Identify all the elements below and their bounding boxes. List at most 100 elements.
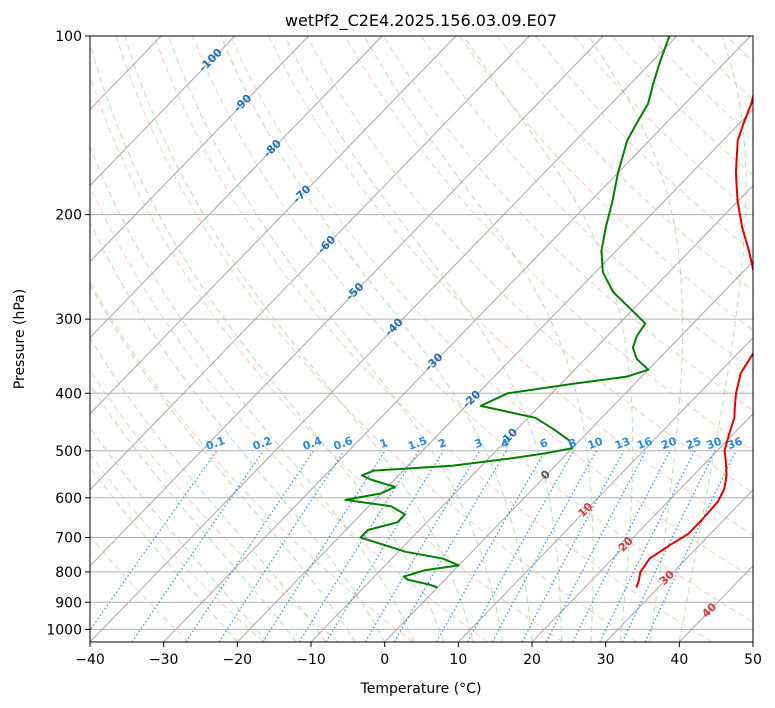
x-tick-label: 30 xyxy=(597,652,615,668)
mixing-ratio-labels: 0.1 0.2 0.4 0.6 1 1.5 2 3 4 6 8 10 13 16 20 25 30 36 xyxy=(204,434,744,453)
mixing-ratio-label: 10 xyxy=(586,435,605,453)
y-axis: 100 200 300 400 500 600 700 800 900 1000 xyxy=(46,29,90,638)
mixing-ratio-line xyxy=(491,450,597,642)
mixing-ratio-line xyxy=(131,450,264,642)
x-tick-label: −20 xyxy=(223,652,253,668)
mixing-ratio-label: 4 xyxy=(499,436,511,451)
mixing-ratio-label: 13 xyxy=(613,435,632,452)
y-axis-title: Pressure (hPa) xyxy=(12,289,28,389)
mixing-ratio-label: 25 xyxy=(684,435,703,452)
dry-adiabat xyxy=(191,36,753,623)
moist-adiabat xyxy=(463,36,634,642)
x-axis-title: Temperature (°C) xyxy=(360,681,482,697)
x-tick-label: 40 xyxy=(670,652,688,668)
x-tick-label: −40 xyxy=(75,652,105,668)
y-tick-label: 900 xyxy=(55,595,82,611)
mixing-ratio-label: 0.1 xyxy=(204,434,227,453)
y-tick-label: 500 xyxy=(55,444,82,460)
y-tick-label: 1000 xyxy=(46,622,82,638)
mixing-ratio-label: 30 xyxy=(705,435,724,453)
x-tick-label: 50 xyxy=(744,652,762,668)
mixing-ratio-line xyxy=(325,450,445,642)
plot-frame xyxy=(89,35,754,643)
mixing-ratio-line xyxy=(90,450,218,632)
isotherm-gridlines xyxy=(90,36,753,642)
isotherm-line xyxy=(90,36,604,567)
chart-title: wetPf2_C2E4.2025.156.03.09.E07 xyxy=(285,11,557,31)
isotherm-line xyxy=(384,260,753,642)
mixing-ratio-label: 3 xyxy=(473,436,485,451)
moist-adiabat xyxy=(90,466,238,642)
mixing-ratio-label: 0.6 xyxy=(332,434,355,453)
temperature-profile-line xyxy=(635,92,753,588)
mixing-ratio-line xyxy=(262,450,386,642)
mixing-ratio-label: 20 xyxy=(659,435,678,453)
moist-adiabat xyxy=(90,145,415,642)
mixing-ratio-line xyxy=(621,450,716,642)
mixing-ratio-label: 2 xyxy=(436,436,448,451)
moist-adiabat xyxy=(587,36,684,642)
isotherm-line xyxy=(605,489,753,642)
x-tick-label: 10 xyxy=(449,652,467,668)
dry-adiabat xyxy=(115,36,638,642)
dry-adiabat xyxy=(90,453,264,642)
mixing-ratio-label: 8 xyxy=(567,436,579,451)
y-tick-label: 300 xyxy=(55,312,82,328)
moist-adiabat xyxy=(90,41,445,642)
mixing-ratio-label: 16 xyxy=(635,435,654,453)
dewpoint-profile-line xyxy=(344,36,671,589)
dry-adiabat xyxy=(497,36,753,292)
mixing-ratio-label: 1 xyxy=(378,436,390,451)
isotherm-line xyxy=(90,36,309,263)
x-tick-label: −30 xyxy=(149,652,179,668)
dry-adiabat xyxy=(90,369,339,642)
mixing-ratio-lines xyxy=(90,450,737,642)
moist-adiabat xyxy=(168,36,503,642)
moist-adiabat xyxy=(90,221,386,642)
x-tick-label: 0 xyxy=(380,652,389,668)
mixing-ratio-line xyxy=(218,450,345,642)
dry-adiabat xyxy=(90,74,563,642)
moist-adiabat xyxy=(363,36,594,642)
isotherm-line xyxy=(90,36,530,491)
y-tick-label: 800 xyxy=(55,565,82,581)
isotherm-line xyxy=(90,36,457,415)
mixing-ratio-label: 0.2 xyxy=(251,434,274,453)
isotherm-line xyxy=(310,184,753,642)
moist-adiabat xyxy=(678,36,747,642)
moist-adiabats xyxy=(90,36,747,642)
mixing-ratio-line xyxy=(599,450,696,642)
y-tick-label: 100 xyxy=(55,29,82,45)
mixing-ratio-line xyxy=(521,450,625,642)
y-tick-label: 400 xyxy=(55,386,82,402)
moist-adiabat xyxy=(124,36,474,642)
isotherm-line xyxy=(236,108,753,642)
x-axis: −40 −30 −20 −10 0 10 20 30 40 50 xyxy=(75,642,762,668)
mixing-ratio-line xyxy=(185,450,314,642)
isotherm-line xyxy=(90,36,383,339)
isotherm-line xyxy=(90,36,678,642)
dry-adiabat xyxy=(90,185,488,642)
series-layer xyxy=(344,36,753,589)
plot-area: -100-90-80-70-60-50-40-30-20-10010203040… xyxy=(90,36,753,642)
mixing-ratio-line xyxy=(466,450,575,642)
moist-adiabat xyxy=(284,36,562,642)
x-tick-label: 20 xyxy=(523,652,541,668)
mixing-ratio-label: 1.5 xyxy=(406,434,429,453)
mixing-ratio-label: 0.4 xyxy=(301,434,324,453)
moist-adiabat xyxy=(220,36,533,642)
x-tick-label: −10 xyxy=(296,652,326,668)
mixing-ratio-label: 36 xyxy=(725,435,744,453)
isotherm-line xyxy=(163,36,751,642)
isotherm-line xyxy=(90,36,236,187)
isotherm-line xyxy=(457,336,753,642)
mixing-ratio-label: 6 xyxy=(538,436,550,451)
moist-adiabat xyxy=(90,426,268,642)
mixing-ratio-line xyxy=(364,450,481,642)
y-tick-label: 700 xyxy=(55,531,82,547)
y-tick-label: 200 xyxy=(55,208,82,224)
isotherm-line xyxy=(531,413,753,642)
